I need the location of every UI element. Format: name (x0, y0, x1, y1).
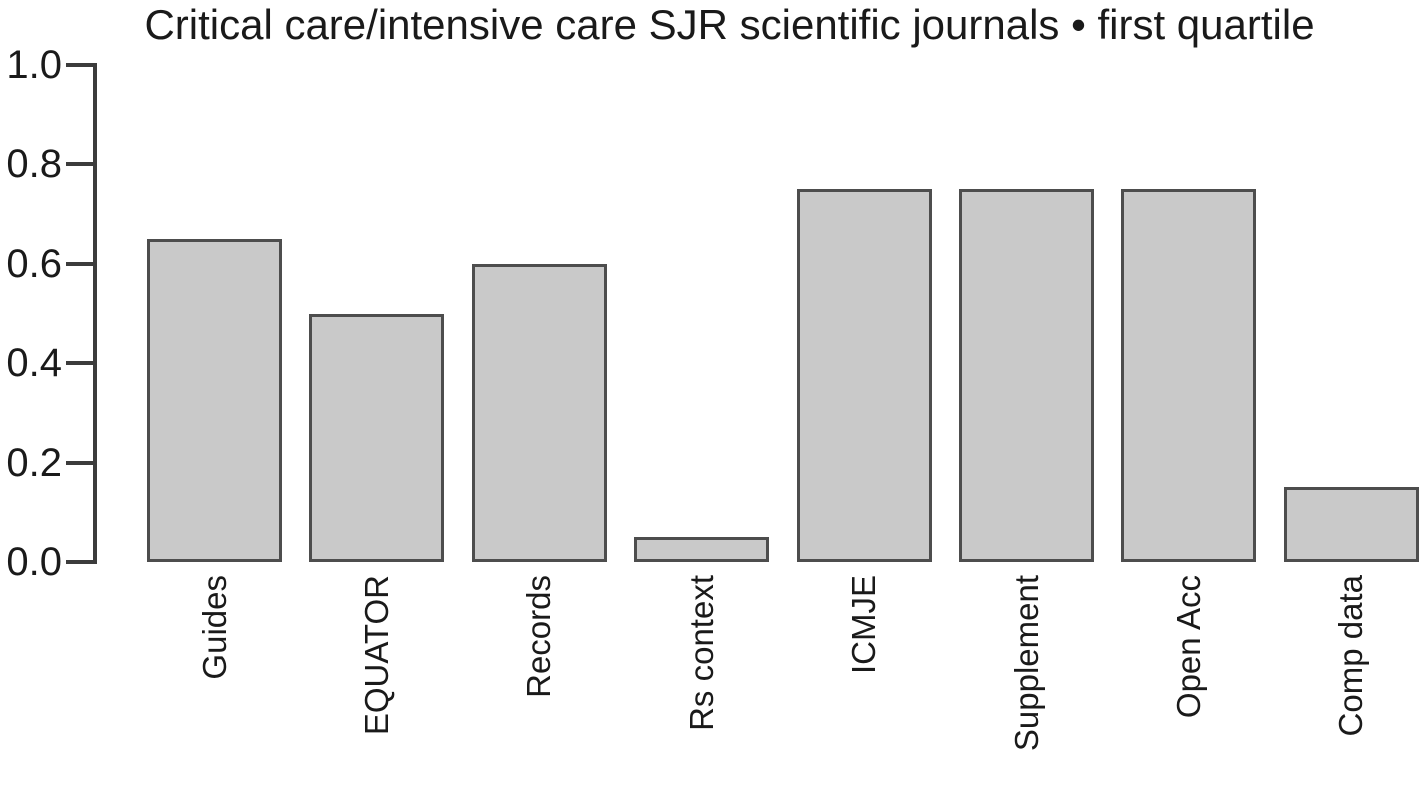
chart-title: Critical care/intensive care SJR scienti… (144, 1, 1315, 48)
x-label-slot-rs-context: Rs context (634, 575, 769, 803)
x-label-slot-open-acc: Open Acc (1121, 575, 1256, 803)
x-label-slot-equator: EQUATOR (309, 575, 444, 803)
y-tick-label-0.0: 0.0 (6, 540, 62, 584)
y-tick-0.4 (66, 361, 95, 366)
x-label-supplement: Supplement (1007, 575, 1045, 752)
bar-supplement (959, 189, 1094, 562)
y-tick-0.0 (66, 560, 95, 564)
bar-icmje (796, 189, 932, 562)
y-tick-label-0.6: 0.6 (6, 241, 62, 286)
y-axis-line (93, 63, 97, 564)
bar-records (471, 263, 607, 562)
bar-equator (309, 313, 445, 562)
x-label-icmje: ICMJE (845, 575, 883, 674)
x-label-slot-comp-data: Comp data (1284, 575, 1419, 803)
x-label-guides: Guides (195, 575, 233, 680)
x-label-open-acc: Open Acc (1169, 575, 1207, 719)
bar-comp-data (1283, 487, 1419, 562)
y-tick-0.2 (66, 460, 95, 465)
bar-guides (147, 238, 282, 562)
y-tick-label-1.0: 1.0 (6, 43, 62, 87)
y-tick-0.6 (66, 261, 95, 266)
x-label-comp-data: Comp data (1332, 575, 1370, 737)
y-tick-label-0.8: 0.8 (6, 142, 62, 187)
y-tick-label-0.4: 0.4 (6, 341, 62, 386)
x-label-slot-icmje: ICMJE (797, 575, 932, 803)
x-label-slot-guides: Guides (147, 575, 282, 803)
bar-rs-context (634, 537, 770, 562)
y-tick-1.0 (66, 63, 95, 67)
y-tick-0.8 (66, 162, 95, 167)
x-label-records: Records (520, 575, 558, 698)
x-label-rs-context: Rs context (682, 575, 720, 731)
x-label-slot-records: Records (472, 575, 607, 803)
y-tick-label-0.2: 0.2 (6, 440, 62, 485)
bar-open-acc (1121, 189, 1257, 562)
x-label-slot-supplement: Supplement (959, 575, 1094, 803)
x-label-equator: EQUATOR (357, 575, 395, 736)
